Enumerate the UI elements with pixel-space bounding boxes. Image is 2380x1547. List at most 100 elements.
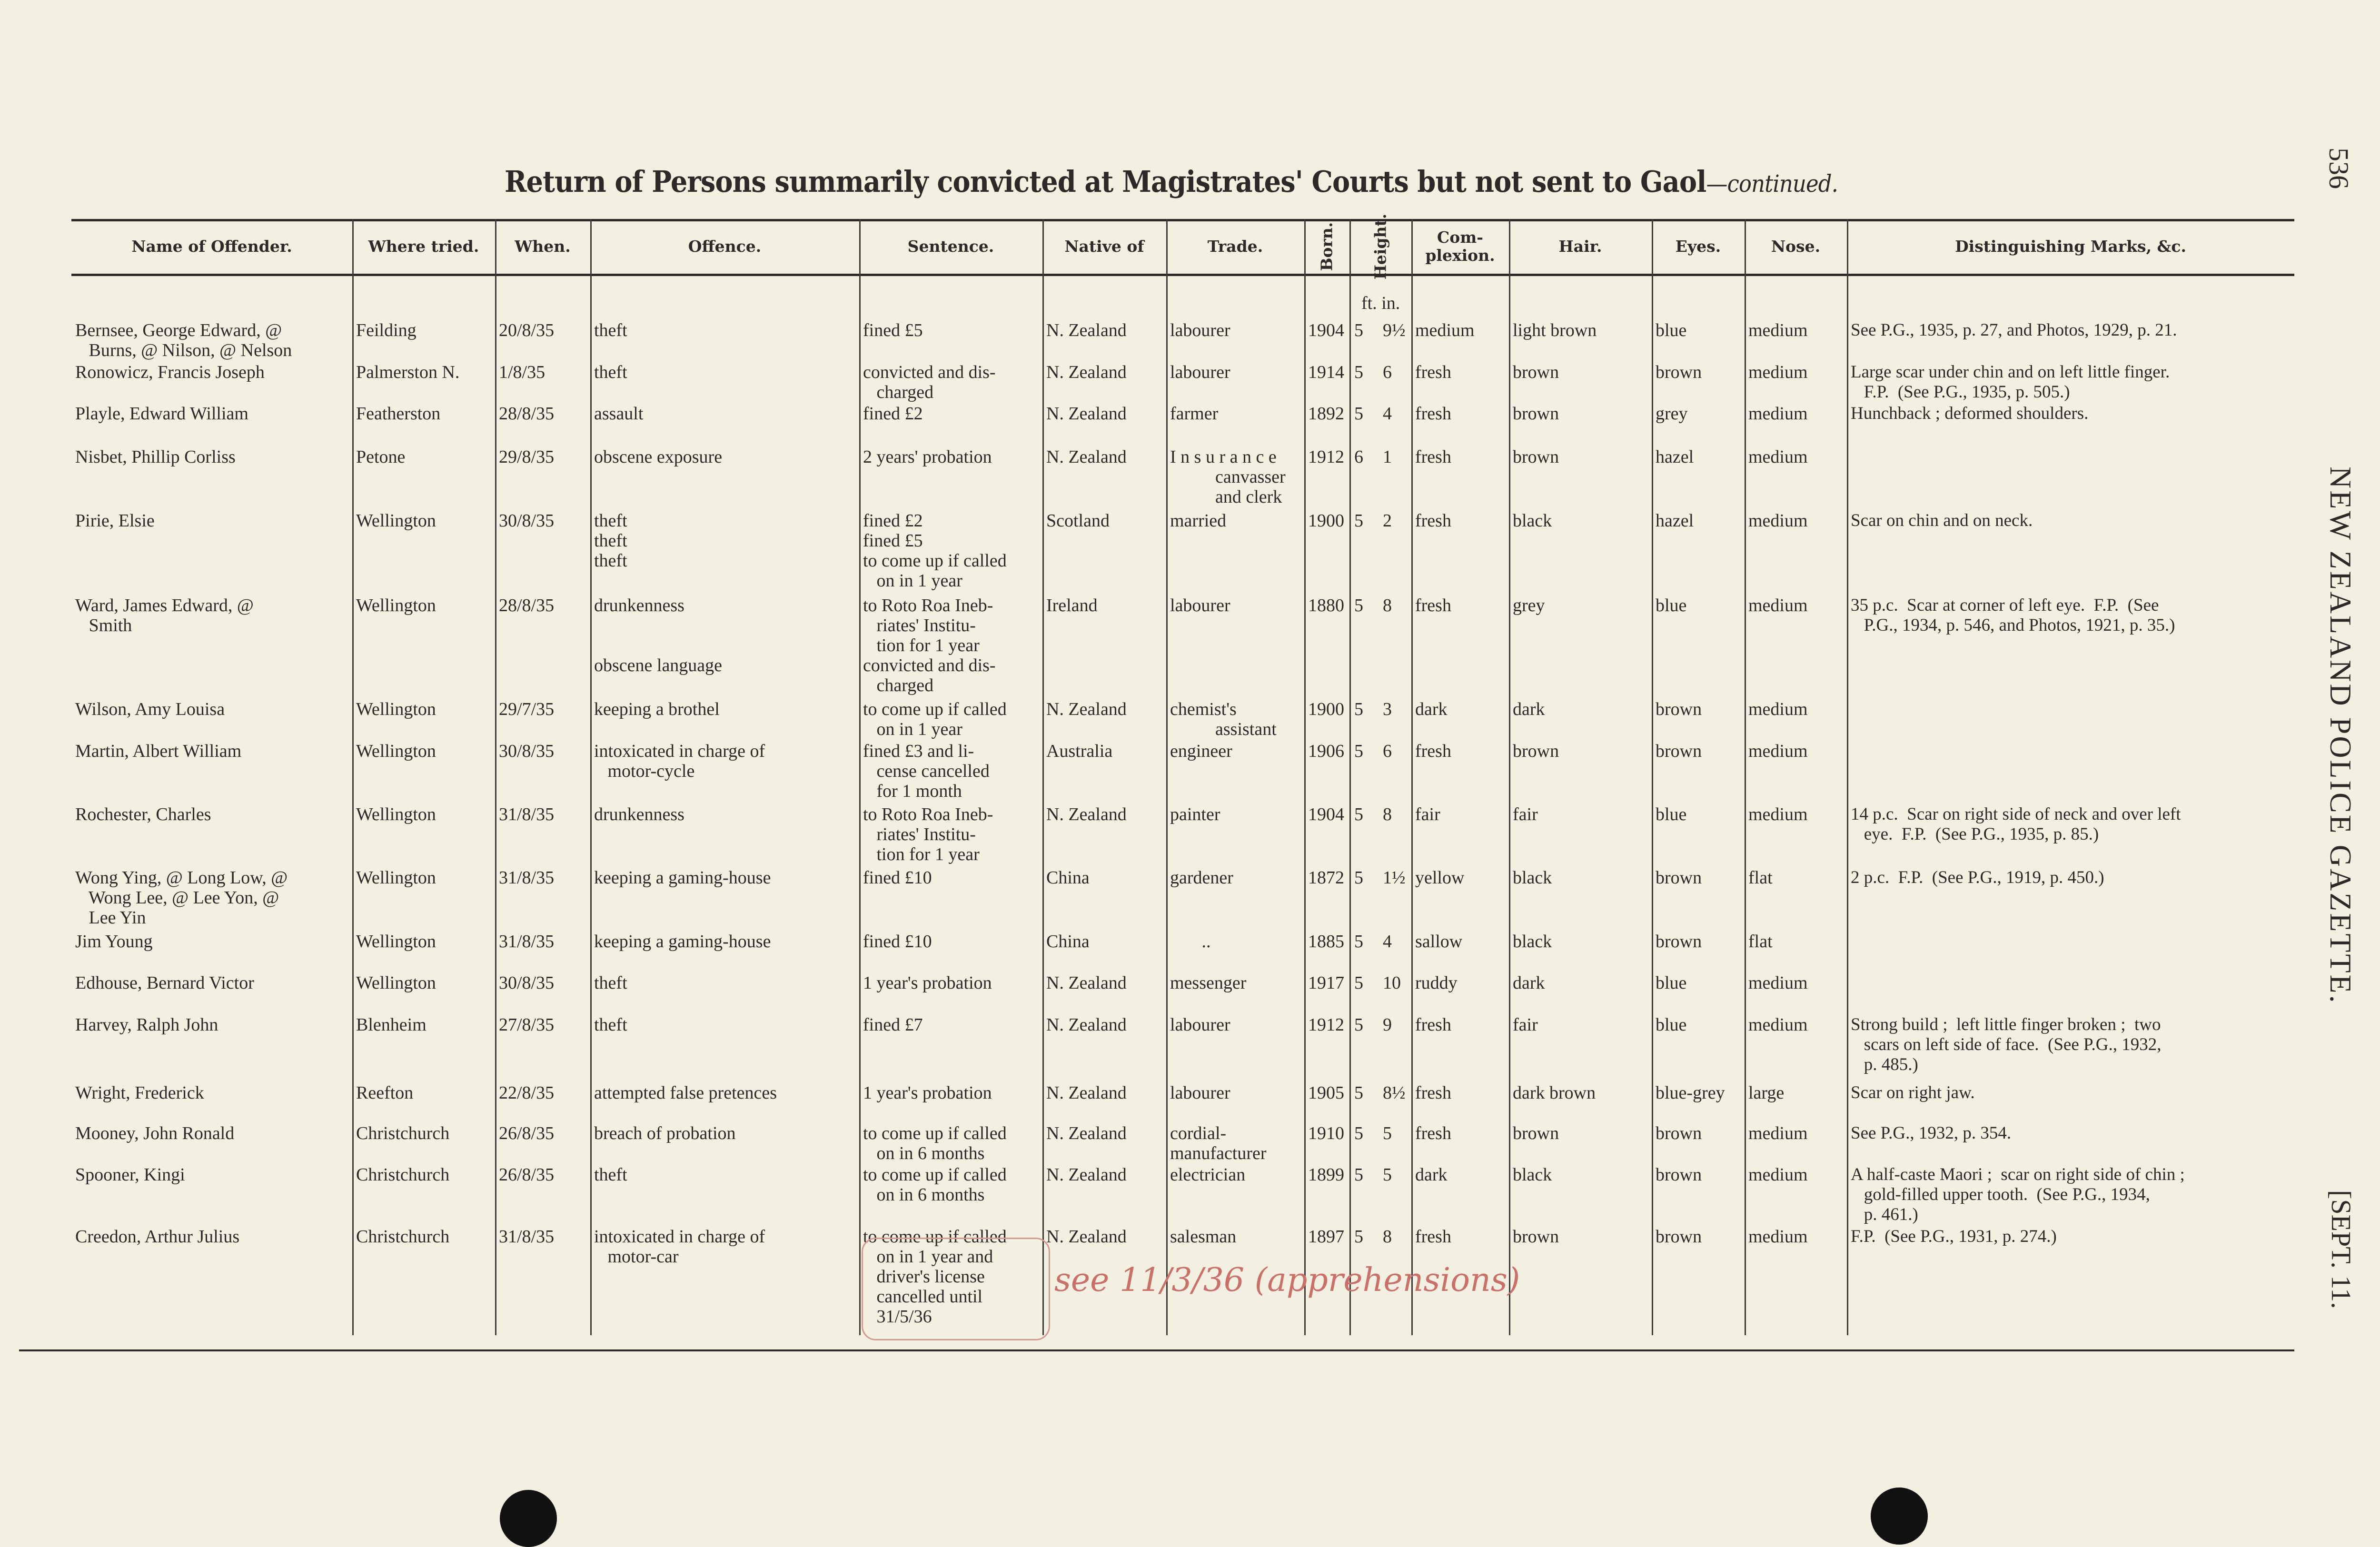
cell-eyes: blue-grey [1656, 1083, 1725, 1103]
cell-born: 1885 [1308, 932, 1344, 952]
cell-offence: drunkenness [594, 595, 684, 615]
cell-born: 1892 [1308, 404, 1344, 424]
cell-born: 1905 [1308, 1083, 1344, 1103]
header-nose: Nose. [1745, 219, 1847, 274]
cell-native: N. Zealand [1046, 362, 1127, 382]
cell-complexion: ruddy [1415, 973, 1458, 993]
cell-sentence: 1 year's probation [863, 973, 992, 993]
cell-height-ft: 5 [1354, 699, 1363, 719]
cell-trade: labourer [1170, 1083, 1230, 1103]
cell-offence: intoxicated in charge of motor-cycle [594, 741, 765, 781]
cell-offence: theft [594, 320, 627, 340]
cell-offence: theft [594, 362, 627, 382]
cell-native: China [1046, 868, 1090, 888]
cell-complexion: fresh [1415, 1015, 1451, 1035]
table-bottom-rule [19, 1349, 2294, 1351]
cell-eyes: grey [1656, 404, 1688, 424]
cell-when: 29/7/35 [499, 699, 555, 719]
cell-height-in: 9½ [1383, 320, 1406, 340]
cell-native: N. Zealand [1046, 404, 1127, 424]
cell-height-ft: 5 [1354, 362, 1363, 382]
cell-complexion: dark [1415, 1165, 1448, 1185]
cell-sentence: to come up if called on in 1 year and dr… [863, 1227, 1007, 1327]
cell-nose: medium [1748, 1123, 1808, 1143]
cell-offence: keeping a brothel [594, 699, 720, 719]
cell-sentence: fined £10 [863, 932, 932, 952]
cell-complexion: dark [1415, 699, 1448, 719]
cell-name: Spooner, Kingi [75, 1165, 185, 1185]
cell-trade: cordial- manufacturer [1170, 1123, 1267, 1163]
cell-native: N. Zealand [1046, 447, 1127, 467]
cell-height-ft: 6 [1354, 447, 1363, 467]
cell-sentence: fined £7 [863, 1015, 923, 1035]
cell-name: Creedon, Arthur Julius [75, 1227, 240, 1247]
cell-where: Wellington [356, 932, 436, 952]
cell-marks: Large scar under chin and on left little… [1851, 362, 2170, 402]
cell-where: Wellington [356, 741, 436, 761]
cell-native: N. Zealand [1046, 320, 1127, 340]
cell-height-ft: 5 [1354, 511, 1363, 531]
cell-hair: brown [1513, 404, 1559, 424]
cell-name: Nisbet, Phillip Corliss [75, 447, 236, 467]
cell-offence: theft [594, 551, 627, 571]
cell-hair: black [1513, 932, 1552, 952]
cell-where: Wellington [356, 595, 436, 615]
column-divider [352, 219, 354, 1335]
cell-hair: black [1513, 1165, 1552, 1185]
header-trade: Trade. [1166, 219, 1304, 274]
cell-offence: assault [594, 404, 644, 424]
header-top-rule [71, 219, 2294, 221]
cell-nose: medium [1748, 699, 1808, 719]
cell-born: 1917 [1308, 973, 1344, 993]
cell-when: 30/8/35 [499, 973, 555, 993]
cell-nose: flat [1748, 932, 1773, 952]
cell-hair: black [1513, 511, 1552, 531]
cell-born: 1914 [1308, 362, 1344, 382]
cell-born: 1904 [1308, 804, 1344, 824]
cell-name: Harvey, Ralph John [75, 1015, 218, 1035]
cell-eyes: brown [1656, 1123, 1702, 1143]
cell-height-ft: 5 [1354, 1165, 1363, 1185]
cell-offence: obscene language [594, 655, 723, 675]
cell-hair: grey [1513, 595, 1545, 615]
cell-hair: light brown [1513, 320, 1597, 340]
page-title: Return of Persons summarily convicted at… [505, 164, 1838, 199]
cell-when: 26/8/35 [499, 1165, 555, 1185]
cell-where: Blenheim [356, 1015, 426, 1035]
header-label: When. [515, 237, 571, 256]
cell-when: 29/8/35 [499, 447, 555, 467]
cell-height-ft: 5 [1354, 1083, 1363, 1103]
cell-complexion: fresh [1415, 1227, 1451, 1247]
cell-when: 28/8/35 [499, 404, 555, 424]
cell-offence: theft [594, 1015, 627, 1035]
cell-where: Wellington [356, 699, 436, 719]
cell-born: 1900 [1308, 699, 1344, 719]
header-label: Sentence. [907, 237, 994, 256]
cell-sentence: to come up if called on in 1 year [863, 551, 1007, 591]
cell-complexion: fresh [1415, 404, 1451, 424]
cell-trade: gardener [1170, 868, 1233, 888]
cell-height-in: 6 [1383, 741, 1392, 761]
cell-native: Ireland [1046, 595, 1098, 615]
cell-height-ft: 5 [1354, 804, 1363, 824]
cell-offence: intoxicated in charge of motor-car [594, 1227, 765, 1267]
cell-nose: medium [1748, 404, 1808, 424]
cell-height-in: 8 [1383, 804, 1392, 824]
header-hair: Hair. [1509, 219, 1652, 274]
cell-trade: .. [1170, 932, 1211, 952]
cell-height-in: 1½ [1383, 868, 1406, 888]
cell-marks: 2 p.c. F.P. (See P.G., 1919, p. 450.) [1851, 868, 2104, 887]
handwritten-annotation: see 11/3/36 (apprehensions) [1054, 1261, 1520, 1299]
cell-hair: dark [1513, 973, 1545, 993]
cell-when: 31/8/35 [499, 868, 555, 888]
cell-nose: medium [1748, 320, 1808, 340]
cell-when: 31/8/35 [499, 1227, 555, 1247]
cell-native: N. Zealand [1046, 699, 1127, 719]
header-born: Born. [1304, 219, 1349, 274]
cell-hair: dark [1513, 699, 1545, 719]
header-label: Native of [1064, 237, 1144, 256]
cell-name: Playle, Edward William [75, 404, 248, 424]
cell-sentence: 2 years' probation [863, 447, 992, 467]
header-when: When. [495, 219, 590, 274]
cell-name: Bernsee, George Edward, @ Burns, @ Nilso… [75, 320, 292, 360]
